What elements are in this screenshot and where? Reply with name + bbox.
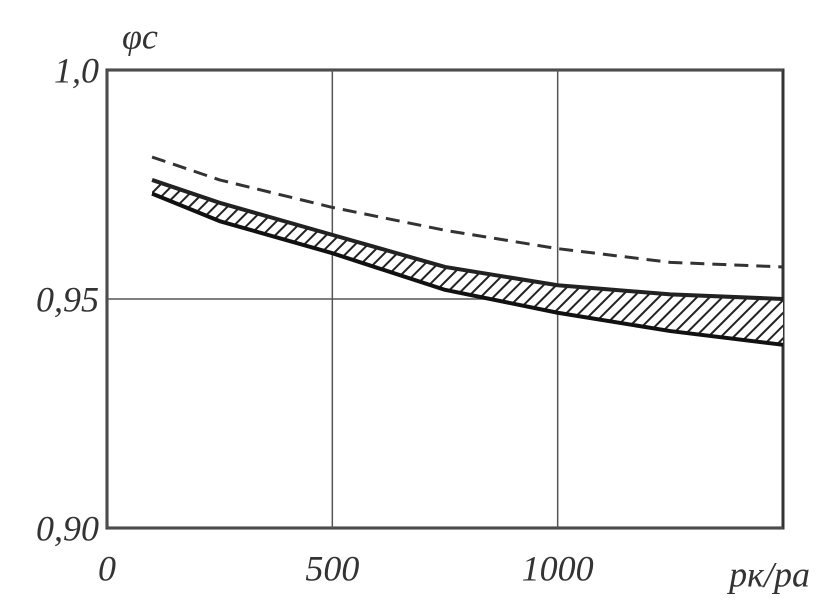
- line: [151, 178, 784, 301]
- y-axis-label: φc: [122, 16, 158, 56]
- line: [151, 191, 784, 347]
- x-axis-label: pк/pа: [726, 554, 810, 594]
- x-tick-label: 500: [305, 548, 359, 588]
- hatched-band: [152, 179, 784, 345]
- line: [151, 155, 784, 269]
- y-tick-label: 1,0: [54, 50, 99, 90]
- x-tick-label: 1000: [522, 548, 594, 588]
- x-tick-label: 0: [98, 548, 116, 588]
- y-tick-label: 0,90: [36, 508, 99, 548]
- y-tick-label: 0,95: [36, 279, 99, 319]
